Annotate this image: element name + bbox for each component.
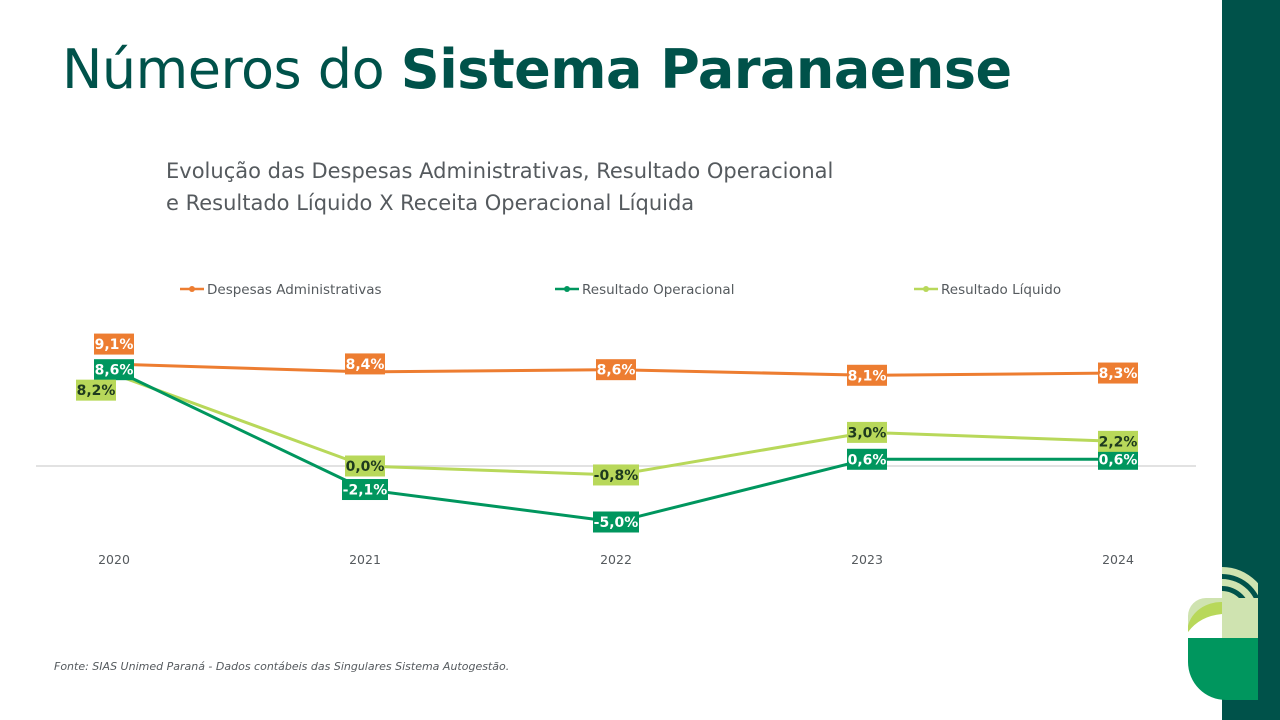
data-label-box — [593, 511, 639, 533]
legend-label: Resultado Líquido — [941, 282, 1061, 298]
data-label: 3,0% — [847, 421, 887, 443]
series-lines — [113, 362, 1119, 524]
data-label-box — [1098, 362, 1138, 384]
data-label: 8,1% — [847, 364, 887, 386]
x-tick-label: 2020 — [98, 552, 130, 567]
data-labels: 9,1% 8,4% 8,6% 8,1% 8,3% 8,6% -2,1% -5,0% 0,6% 0,… — [76, 333, 1138, 533]
data-label: 0,6% — [847, 448, 887, 470]
data-label: 0,0% — [345, 455, 385, 477]
legend-marker-icon — [189, 286, 195, 292]
data-label-box — [345, 455, 385, 477]
legend-marker-icon — [564, 286, 570, 292]
data-label-text: -0,8% — [594, 468, 639, 484]
data-label-text: 0,6% — [1099, 452, 1138, 468]
x-tick-label: 2021 — [349, 552, 381, 567]
subtitle-line-1: Evolução das Despesas Administrativas, R… — [166, 159, 834, 183]
data-label: 8,2% — [76, 379, 116, 401]
data-label-text: 3,0% — [848, 425, 887, 441]
data-label: 9,1% — [94, 333, 134, 355]
data-label-box — [847, 448, 887, 470]
data-label-text: 8,3% — [1099, 366, 1138, 382]
data-label: 8,6% — [596, 359, 636, 381]
data-label-box — [596, 359, 636, 381]
data-label-box — [342, 479, 388, 501]
data-label-text: -2,1% — [343, 483, 388, 499]
data-label-box — [847, 364, 887, 386]
legend-label: Resultado Operacional — [582, 282, 734, 298]
data-label: 8,3% — [1098, 362, 1138, 384]
legend-item: Resultado Líquido — [914, 282, 1061, 298]
x-tick-label: 2023 — [851, 552, 883, 567]
line-chart: Despesas Administrativas Resultado Operac… — [36, 282, 1196, 567]
legend-label: Despesas Administrativas — [207, 282, 382, 298]
data-label-box — [345, 353, 385, 375]
data-label: 2,2% — [1098, 430, 1138, 452]
data-label-text: 8,2% — [77, 383, 116, 399]
x-tick-label: 2022 — [600, 552, 632, 567]
data-label-box — [1098, 430, 1138, 452]
chart-legend: Despesas Administrativas Resultado Operac… — [180, 282, 1061, 298]
page-title: Números do Sistema Paranaense — [62, 38, 1012, 102]
data-label-text: 8,6% — [597, 363, 636, 379]
data-label: 0,6% — [1098, 448, 1138, 470]
source-note: Fonte: SIAS Unimed Paraná - Dados contáb… — [54, 660, 510, 673]
data-label-text: 0,6% — [848, 452, 887, 468]
subtitle-line-2: e Resultado Líquido X Receita Operaciona… — [166, 191, 695, 215]
data-label: -2,1% — [342, 479, 388, 501]
data-label-text: 8,1% — [848, 368, 887, 384]
legend-item: Resultado Operacional — [555, 282, 734, 298]
x-axis: 2020 2021 2022 2023 2024 — [98, 552, 1134, 567]
chart-subtitle: Evolução das Despesas Administrativas, R… — [166, 155, 833, 219]
data-label-box — [94, 359, 134, 381]
data-label: 8,4% — [345, 353, 385, 375]
title-normal-part: Números do — [62, 38, 385, 101]
legend-marker-icon — [923, 286, 929, 292]
data-label-box — [94, 333, 134, 355]
title-bold-part: Sistema Paranaense — [400, 38, 1012, 101]
data-label: 8,6% — [94, 359, 134, 381]
data-label-text: 8,4% — [346, 357, 385, 373]
data-label-text: -5,0% — [594, 515, 639, 531]
data-label-box — [76, 379, 116, 401]
data-label-box — [593, 464, 639, 486]
legend-item: Despesas Administrativas — [180, 282, 382, 298]
unimed-logo-icon — [1188, 567, 1258, 700]
data-label-text: 2,2% — [1099, 434, 1138, 450]
data-label: -0,8% — [593, 464, 639, 486]
data-label-box — [847, 421, 887, 443]
x-tick-label: 2024 — [1102, 552, 1134, 567]
data-label-text: 0,0% — [346, 459, 385, 475]
series-line — [113, 368, 1118, 524]
data-label: -5,0% — [593, 511, 639, 533]
data-label-text: 8,6% — [95, 363, 134, 379]
data-label-text: 9,1% — [95, 337, 134, 353]
data-label-box — [1098, 448, 1138, 470]
